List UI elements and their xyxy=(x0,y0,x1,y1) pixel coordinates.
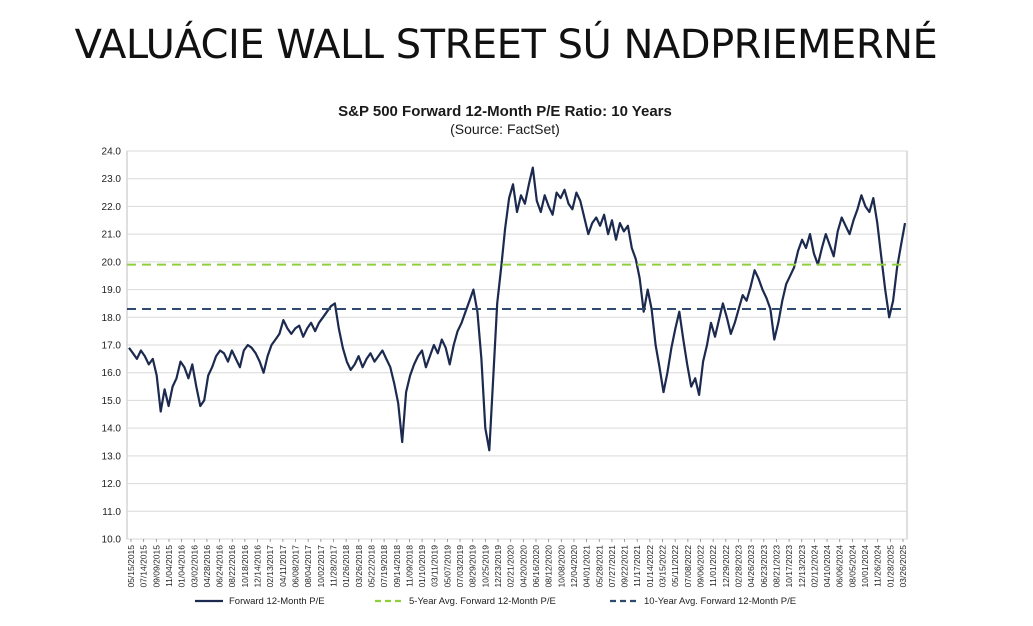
x-tick-label: 12/13/2023 xyxy=(797,545,807,588)
x-tick-label: 12/29/2022 xyxy=(721,545,731,588)
x-tick-label: 11/28/2017 xyxy=(328,545,338,587)
x-tick-label: 11/04/2015 xyxy=(164,545,174,587)
x-tick-label: 05/15/2015 xyxy=(126,545,136,588)
x-tick-label: 12/14/2016 xyxy=(253,545,263,588)
y-tick-label: 18.0 xyxy=(102,313,122,324)
x-tick-label: 05/07/2019 xyxy=(442,545,452,588)
chart-title: S&P 500 Forward 12-Month P/E Ratio: 10 Y… xyxy=(338,103,672,120)
y-tick-label: 14.0 xyxy=(102,424,122,435)
gridlines xyxy=(127,150,907,540)
y-tick-label: 16.0 xyxy=(102,368,122,379)
chart-subtitle: (Source: FactSet) xyxy=(450,121,560,137)
x-tick-label: 06/16/2020 xyxy=(531,545,541,588)
y-tick-label: 12.0 xyxy=(102,479,122,490)
series-group xyxy=(127,166,907,452)
x-tick-label: 06/08/2017 xyxy=(291,545,301,588)
x-tick-label: 10/18/2016 xyxy=(240,545,250,588)
y-tick-label: 20.0 xyxy=(102,257,122,268)
x-tick-label: 10/02/2017 xyxy=(316,545,326,588)
x-tick-label: 02/12/2024 xyxy=(809,545,819,588)
y-tick-label: 24.0 xyxy=(102,147,122,158)
x-tick-label: 08/12/2020 xyxy=(544,545,554,588)
x-tick-label: 08/04/2017 xyxy=(303,545,313,588)
x-tick-label: 03/26/2018 xyxy=(354,545,364,588)
x-tick-label: 09/14/2018 xyxy=(392,545,402,588)
x-tick-label: 08/05/2024 xyxy=(847,545,857,588)
legend: Forward 12-Month P/E 5-Year Avg. Forward … xyxy=(195,596,796,607)
legend-label: 10-Year Avg. Forward 12-Month P/E xyxy=(644,596,796,607)
x-tick-label: 11/09/2018 xyxy=(404,545,414,587)
x-tick-label: 07/19/2018 xyxy=(379,545,389,588)
x-tick-label: 11/17/2021 xyxy=(632,545,642,587)
y-tick-label: 23.0 xyxy=(102,174,122,185)
x-tick-label: 12/23/2019 xyxy=(493,545,503,588)
x-tick-label: 06/24/2016 xyxy=(215,545,225,588)
x-tick-label: 07/03/2019 xyxy=(455,545,465,588)
y-tick-label: 11.0 xyxy=(102,507,121,518)
x-tick-label: 04/20/2020 xyxy=(518,545,528,588)
legend-label: 5-Year Avg. Forward 12-Month P/E xyxy=(409,596,556,607)
x-tick-label: 04/01/2021 xyxy=(582,545,592,588)
x-tick-label: 09/22/2021 xyxy=(620,545,630,588)
x-tick-label: 07/08/2022 xyxy=(683,545,693,588)
x-tick-label: 03/15/2022 xyxy=(658,545,668,588)
x-tick-label: 08/21/2023 xyxy=(771,545,781,588)
x-tick-label: 01/10/2019 xyxy=(417,545,427,588)
x-tick-label: 05/22/2018 xyxy=(366,545,376,588)
x-tick-label: 01/28/2025 xyxy=(885,545,895,588)
x-tick-label: 01/04/2016 xyxy=(177,545,187,588)
x-tick-label: 04/28/2016 xyxy=(202,545,212,588)
x-tick-label: 02/28/2023 xyxy=(733,545,743,588)
x-tick-label: 09/06/2022 xyxy=(696,545,706,588)
x-tick-label: 10/25/2019 xyxy=(480,545,490,588)
x-tick-label: 12/04/2020 xyxy=(569,545,579,588)
x-tick-label: 11/01/2022 xyxy=(708,545,718,587)
x-tick-label: 05/28/2021 xyxy=(594,545,604,588)
x-tick-label: 07/27/2021 xyxy=(607,545,617,588)
x-tick-label: 04/26/2023 xyxy=(746,545,756,588)
x-tick-label: 04/11/2017 xyxy=(278,545,288,587)
y-tick-label: 13.0 xyxy=(102,451,122,462)
y-tick-label: 17.0 xyxy=(102,341,122,352)
y-tick-label: 15.0 xyxy=(102,396,122,407)
series-line-forward-pe xyxy=(128,166,907,452)
legend-label: Forward 12-Month P/E xyxy=(229,596,325,607)
y-tick-label: 10.0 xyxy=(102,535,122,546)
x-tick-label: 05/11/2022 xyxy=(670,545,680,587)
x-tick-label: 02/13/2017 xyxy=(265,545,275,588)
y-tick-label: 19.0 xyxy=(102,285,122,296)
x-tick-label: 06/23/2023 xyxy=(759,545,769,588)
x-tick-label: 07/14/2015 xyxy=(139,545,149,588)
x-tick-label: 10/01/2024 xyxy=(860,545,870,588)
x-tick-label: 06/06/2024 xyxy=(835,545,845,588)
y-axis: 10.0 11.0 12.0 13.0 14.0 15.0 16.0 17.0 18.0 19.0… xyxy=(102,147,122,546)
y-tick-label: 22.0 xyxy=(102,202,122,213)
x-tick-label: 03/02/2016 xyxy=(189,545,199,588)
headline: VALUÁCIE WALL STREET SÚ NADPRIEMERNÉ xyxy=(74,22,938,68)
x-axis: 05/15/2015 07/14/2015 09/09/2015 11/04/2015… xyxy=(126,539,908,588)
x-tick-label: 03/11/2019 xyxy=(430,545,440,587)
x-tick-label: 04/10/2024 xyxy=(822,545,832,588)
x-tick-label: 09/09/2015 xyxy=(151,545,161,588)
x-tick-label: 01/26/2018 xyxy=(341,545,351,588)
y-tick-label: 21.0 xyxy=(102,230,122,241)
x-tick-label: 01/14/2022 xyxy=(645,545,655,588)
x-tick-label: 11/26/2024 xyxy=(873,545,883,587)
x-tick-label: 10/17/2023 xyxy=(784,545,794,588)
x-tick-label: 08/29/2019 xyxy=(468,545,478,588)
x-tick-label: 08/22/2016 xyxy=(227,545,237,588)
x-tick-label: 10/08/2020 xyxy=(556,545,566,588)
x-tick-label: 02/21/2020 xyxy=(506,545,516,588)
x-tick-label: 03/26/2025 xyxy=(898,545,908,588)
